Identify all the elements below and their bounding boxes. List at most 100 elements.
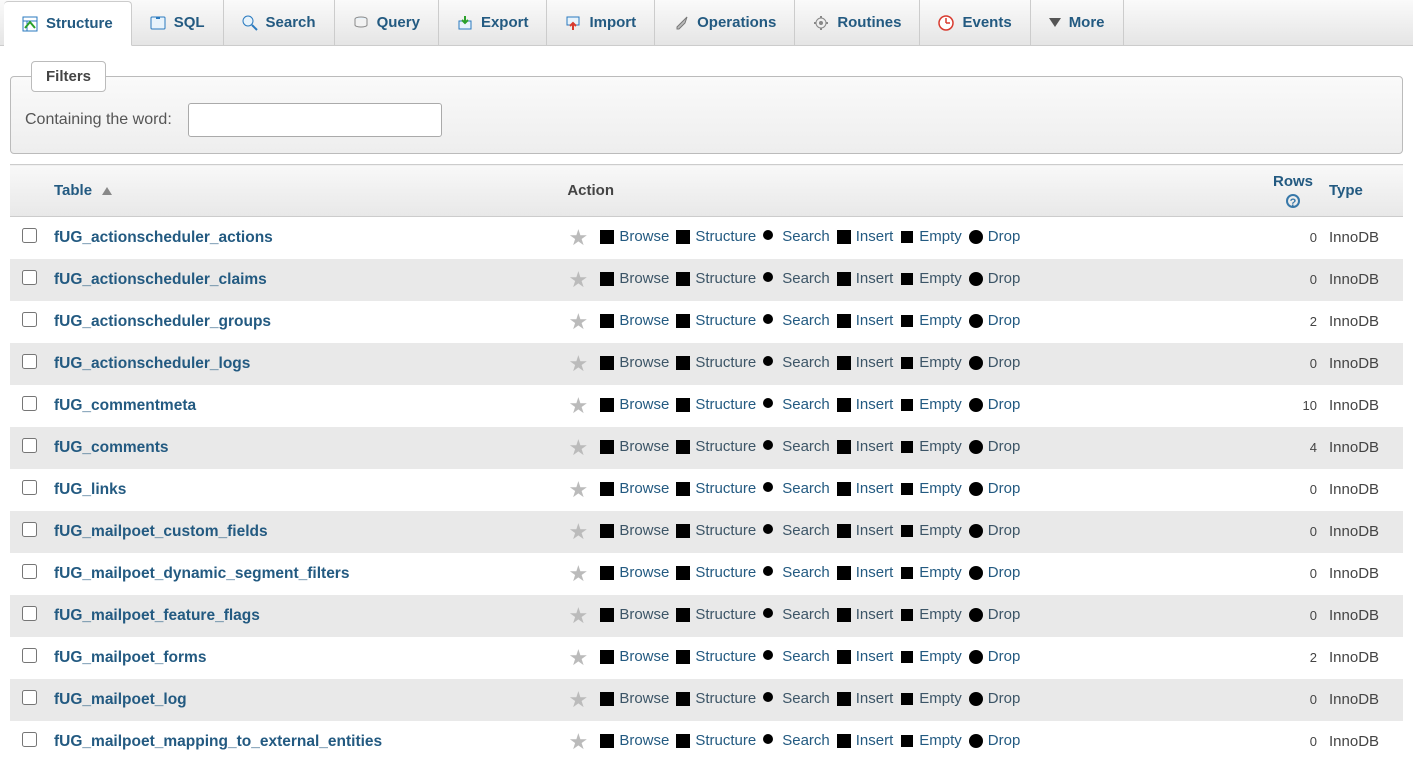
action-search[interactable]: Search [762, 438, 830, 455]
filter-input[interactable] [188, 103, 442, 137]
action-search[interactable]: Search [762, 354, 830, 371]
action-search[interactable]: Search [762, 732, 830, 749]
action-browse[interactable]: Browse [599, 438, 669, 455]
action-browse[interactable]: Browse [599, 396, 669, 413]
action-search[interactable]: Search [762, 270, 830, 287]
action-empty[interactable]: Empty [899, 228, 962, 245]
action-drop[interactable]: Drop [968, 480, 1021, 497]
action-browse[interactable]: Browse [599, 732, 669, 749]
favorite-star-icon[interactable]: ★ [567, 561, 589, 587]
tab-sql[interactable]: SQL [132, 0, 224, 45]
table-name-link[interactable]: fUG_actionscheduler_groups [54, 313, 271, 330]
favorite-star-icon[interactable]: ★ [567, 393, 589, 419]
action-structure[interactable]: Structure [675, 312, 756, 329]
tab-more[interactable]: More [1031, 0, 1124, 45]
action-drop[interactable]: Drop [968, 690, 1021, 707]
row-checkbox[interactable] [22, 732, 37, 747]
action-empty[interactable]: Empty [899, 396, 962, 413]
action-insert[interactable]: Insert [836, 354, 894, 371]
action-empty[interactable]: Empty [899, 354, 962, 371]
row-checkbox[interactable] [22, 480, 37, 495]
action-structure[interactable]: Structure [675, 270, 756, 287]
favorite-star-icon[interactable]: ★ [567, 687, 589, 713]
action-insert[interactable]: Insert [836, 690, 894, 707]
action-empty[interactable]: Empty [899, 732, 962, 749]
action-browse[interactable]: Browse [599, 648, 669, 665]
favorite-star-icon[interactable]: ★ [567, 603, 589, 629]
tab-events[interactable]: Events [920, 0, 1030, 45]
action-insert[interactable]: Insert [836, 564, 894, 581]
action-structure[interactable]: Structure [675, 522, 756, 539]
action-structure[interactable]: Structure [675, 438, 756, 455]
favorite-star-icon[interactable]: ★ [567, 645, 589, 671]
action-empty[interactable]: Empty [899, 480, 962, 497]
row-checkbox[interactable] [22, 648, 37, 663]
action-drop[interactable]: Drop [968, 648, 1021, 665]
action-drop[interactable]: Drop [968, 396, 1021, 413]
tab-query[interactable]: Query [335, 0, 439, 45]
tab-search[interactable]: Search [224, 0, 335, 45]
action-structure[interactable]: Structure [675, 690, 756, 707]
action-empty[interactable]: Empty [899, 564, 962, 581]
action-insert[interactable]: Insert [836, 648, 894, 665]
favorite-star-icon[interactable]: ★ [567, 519, 589, 545]
action-browse[interactable]: Browse [599, 354, 669, 371]
action-browse[interactable]: Browse [599, 312, 669, 329]
row-checkbox[interactable] [22, 564, 37, 579]
action-search[interactable]: Search [762, 228, 830, 245]
row-checkbox[interactable] [22, 396, 37, 411]
action-drop[interactable]: Drop [968, 354, 1021, 371]
favorite-star-icon[interactable]: ★ [567, 435, 589, 461]
action-search[interactable]: Search [762, 522, 830, 539]
action-structure[interactable]: Structure [675, 606, 756, 623]
table-name-link[interactable]: fUG_mailpoet_custom_fields [54, 523, 268, 540]
action-search[interactable]: Search [762, 690, 830, 707]
action-browse[interactable]: Browse [599, 270, 669, 287]
action-browse[interactable]: Browse [599, 522, 669, 539]
action-empty[interactable]: Empty [899, 606, 962, 623]
action-insert[interactable]: Insert [836, 606, 894, 623]
action-drop[interactable]: Drop [968, 522, 1021, 539]
row-checkbox[interactable] [22, 312, 37, 327]
table-name-link[interactable]: fUG_comments [54, 439, 169, 456]
action-drop[interactable]: Drop [968, 606, 1021, 623]
favorite-star-icon[interactable]: ★ [567, 477, 589, 503]
action-search[interactable]: Search [762, 396, 830, 413]
action-drop[interactable]: Drop [968, 732, 1021, 749]
action-drop[interactable]: Drop [968, 228, 1021, 245]
table-name-link[interactable]: fUG_mailpoet_feature_flags [54, 607, 260, 624]
action-search[interactable]: Search [762, 312, 830, 329]
tab-routines[interactable]: Routines [795, 0, 920, 45]
action-structure[interactable]: Structure [675, 480, 756, 497]
row-checkbox[interactable] [22, 606, 37, 621]
action-empty[interactable]: Empty [899, 648, 962, 665]
action-insert[interactable]: Insert [836, 228, 894, 245]
action-structure[interactable]: Structure [675, 648, 756, 665]
favorite-star-icon[interactable]: ★ [567, 729, 589, 755]
action-drop[interactable]: Drop [968, 438, 1021, 455]
action-search[interactable]: Search [762, 606, 830, 623]
table-name-link[interactable]: fUG_commentmeta [54, 397, 196, 414]
table-name-link[interactable]: fUG_mailpoet_forms [54, 649, 206, 666]
action-insert[interactable]: Insert [836, 732, 894, 749]
action-drop[interactable]: Drop [968, 564, 1021, 581]
col-type[interactable]: Type [1323, 165, 1403, 217]
action-structure[interactable]: Structure [675, 354, 756, 371]
row-checkbox[interactable] [22, 270, 37, 285]
row-checkbox[interactable] [22, 522, 37, 537]
row-checkbox[interactable] [22, 228, 37, 243]
action-empty[interactable]: Empty [899, 270, 962, 287]
action-empty[interactable]: Empty [899, 522, 962, 539]
action-search[interactable]: Search [762, 564, 830, 581]
action-browse[interactable]: Browse [599, 228, 669, 245]
action-search[interactable]: Search [762, 480, 830, 497]
col-table[interactable]: Table [48, 165, 561, 217]
table-name-link[interactable]: fUG_actionscheduler_logs [54, 355, 250, 372]
table-name-link[interactable]: fUG_links [54, 481, 126, 498]
info-icon[interactable]: ? [1286, 194, 1300, 208]
col-rows[interactable]: Rows ? [1263, 165, 1323, 217]
table-name-link[interactable]: fUG_mailpoet_log [54, 691, 187, 708]
favorite-star-icon[interactable]: ★ [567, 267, 589, 293]
action-insert[interactable]: Insert [836, 438, 894, 455]
action-drop[interactable]: Drop [968, 312, 1021, 329]
